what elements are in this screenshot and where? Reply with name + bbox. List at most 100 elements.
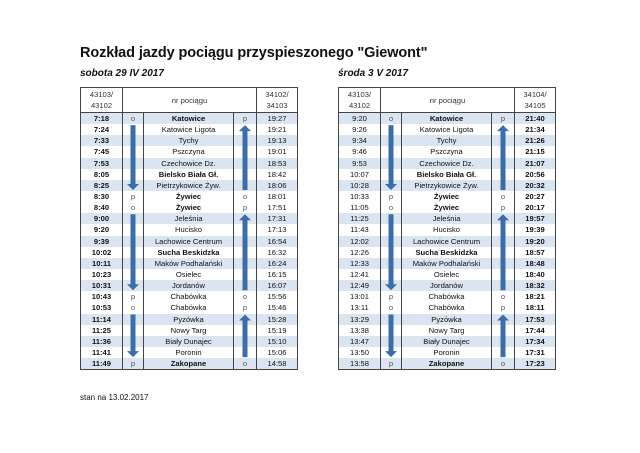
table-row: 9:00 Jeleśnia 17:31	[80, 213, 298, 225]
stop-marker-out	[380, 146, 402, 158]
departure-time-out: 10:23	[80, 268, 123, 281]
departure-time-back: 21:40	[514, 112, 556, 125]
departure-time-back: 20:32	[514, 179, 556, 191]
stop-marker-back	[233, 146, 257, 158]
stop-marker-out	[122, 268, 144, 281]
table-row: 9:26 Katowice Ligota 21:34	[338, 124, 556, 136]
station-name: Biały Dunajec	[143, 335, 234, 347]
station-name: Nowy Targ	[401, 324, 492, 336]
departure-time-back: 21:15	[514, 146, 556, 158]
table-row: 13:11 o Chabówka p 18:11	[338, 302, 556, 314]
station-name: Katowice	[401, 112, 492, 125]
table-row: 11:49 p Zakopane o 14:58	[80, 358, 298, 371]
table-row: 10:43 p Chabówka o 15:56	[80, 291, 298, 303]
date-saturday: sobota 29 IV 2017	[80, 68, 164, 79]
header-row: 43103/43102 nr pociągu 34104/34105	[338, 87, 556, 113]
stop-marker-out: p	[122, 291, 144, 303]
train-number-label: nr pociągu	[122, 87, 257, 113]
stop-marker-out	[380, 157, 402, 169]
departure-time-out: 7:33	[80, 135, 123, 147]
departure-time-back: 20:27	[514, 190, 556, 203]
station-name: Pietrzykowice Żyw.	[143, 179, 234, 191]
departure-time-back: 18:21	[514, 291, 556, 303]
stop-marker-back: o	[491, 358, 515, 371]
table-row: 8:30 p Żywiec o 18:01	[80, 190, 298, 203]
stop-marker-out	[380, 124, 402, 136]
table-row: 10:07 Bielsko Biała Gł. 20:56	[338, 168, 556, 180]
departure-time-out: 10:28	[338, 179, 381, 191]
stop-marker-out	[122, 135, 144, 147]
stop-marker-back	[233, 335, 257, 347]
stop-marker-back: p	[491, 202, 515, 214]
table-row: 12:41 Osielec 18:40	[338, 268, 556, 281]
station-name: Katowice Ligota	[143, 124, 234, 136]
departure-time-back: 19:01	[256, 146, 298, 158]
station-name: Żywiec	[401, 190, 492, 203]
table-row: 12:33 Maków Podhalański 18:48	[338, 257, 556, 269]
stop-marker-out	[380, 324, 402, 336]
station-name: Pszczyna	[143, 146, 234, 158]
stop-marker-back	[233, 324, 257, 336]
stop-marker-out: o	[380, 302, 402, 314]
departure-time-back: 21:07	[514, 157, 556, 169]
stop-marker-out	[122, 157, 144, 169]
departure-time-out: 10:07	[338, 168, 381, 180]
departure-time-out: 9:39	[80, 235, 123, 247]
stop-marker-back: p	[233, 202, 257, 214]
stop-marker-out: p	[380, 291, 402, 303]
departure-time-out: 12:33	[338, 257, 381, 269]
departure-time-back: 14:58	[256, 358, 298, 371]
station-name: Żywiec	[143, 190, 234, 203]
departure-time-back: 18:11	[514, 302, 556, 314]
station-name: Chabówka	[401, 291, 492, 303]
departure-time-back: 20:17	[514, 202, 556, 214]
departure-time-out: 10:11	[80, 257, 123, 269]
departure-time-back: 15:28	[256, 313, 298, 325]
departure-time-back: 18:32	[514, 280, 556, 292]
table-row: 8:25 Pietrzykowice Żyw. 18:06	[80, 179, 298, 191]
stop-marker-out: p	[122, 190, 144, 203]
stop-marker-out	[380, 235, 402, 247]
station-name: Maków Podhalański	[401, 257, 492, 269]
departure-time-out: 11:49	[80, 358, 123, 371]
station-name: Pietrzykowice Żyw.	[401, 179, 492, 191]
departure-time-out: 11:36	[80, 335, 123, 347]
station-name: Lachowice Centrum	[401, 235, 492, 247]
departure-time-out: 12:26	[338, 246, 381, 258]
departure-time-back: 19:20	[514, 235, 556, 247]
train-number-line: 43102	[348, 101, 371, 110]
table-row: 10:33 p Żywiec o 20:27	[338, 190, 556, 203]
stop-marker-back	[491, 335, 515, 347]
station-name: Jordanów	[143, 280, 234, 292]
departure-time-back: 18:48	[514, 257, 556, 269]
departure-time-out: 13:38	[338, 324, 381, 336]
stop-marker-out: o	[380, 112, 402, 125]
departure-time-out: 8:30	[80, 190, 123, 203]
stop-marker-back: p	[233, 302, 257, 314]
station-name: Jeleśnia	[401, 213, 492, 225]
stop-marker-back	[233, 124, 257, 136]
departure-time-out: 11:43	[338, 224, 381, 236]
table-row: 7:53 Czechowice Dz. 18:53	[80, 157, 298, 169]
departure-time-back: 19:21	[256, 124, 298, 136]
stop-marker-back	[491, 280, 515, 292]
departure-time-back: 15:10	[256, 335, 298, 347]
station-name: Jordanów	[401, 280, 492, 292]
stop-marker-out	[380, 224, 402, 236]
station-name: Sucha Beskidzka	[143, 246, 234, 258]
departure-time-out: 11:05	[338, 202, 381, 214]
table-row: 13:47 Biały Dunajec 17:34	[338, 335, 556, 347]
stop-marker-out	[122, 213, 144, 225]
stop-marker-back	[491, 324, 515, 336]
table-row: 10:53 o Chabówka p 15:46	[80, 302, 298, 314]
departure-time-back: 19:57	[514, 213, 556, 225]
station-name: Jeleśnia	[143, 213, 234, 225]
departure-time-out: 9:53	[338, 157, 381, 169]
stop-marker-out	[380, 313, 402, 325]
stop-marker-back	[233, 246, 257, 258]
stop-marker-out	[122, 257, 144, 269]
stop-marker-out	[122, 146, 144, 158]
stop-marker-out	[122, 280, 144, 292]
stop-marker-back: o	[233, 291, 257, 303]
table-row: 10:02 Sucha Beskidzka 16:32	[80, 246, 298, 258]
